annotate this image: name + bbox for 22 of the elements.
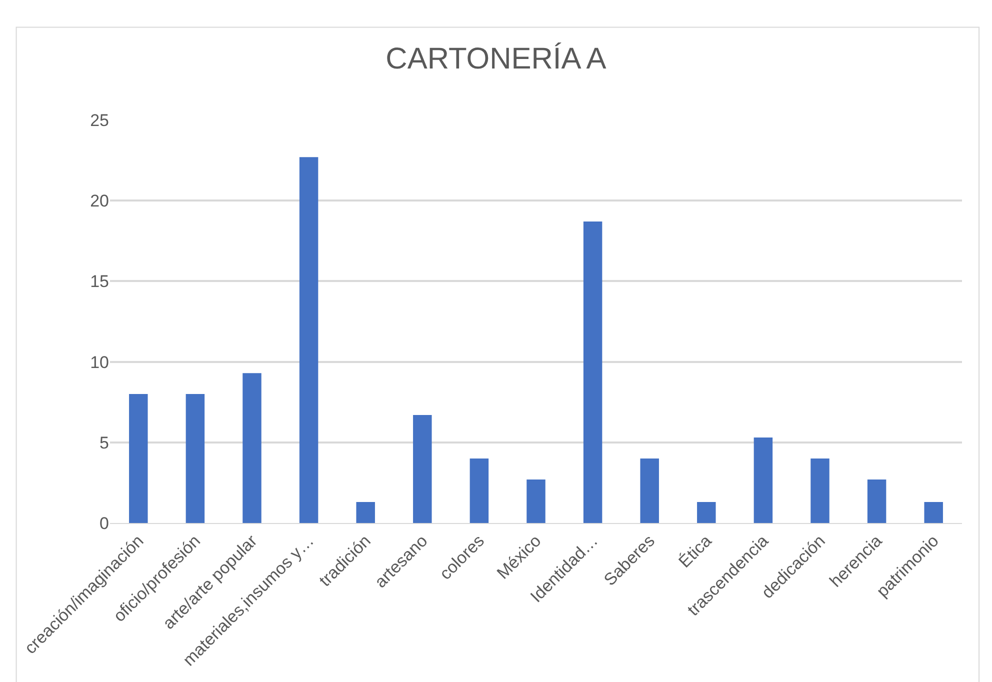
bar xyxy=(754,438,773,523)
bar xyxy=(924,502,943,523)
bar xyxy=(526,479,546,523)
bar xyxy=(583,222,602,523)
y-tick-label: 10 xyxy=(90,352,109,372)
bar xyxy=(242,373,262,523)
bar xyxy=(470,458,489,523)
bar xyxy=(129,394,148,523)
bar xyxy=(810,458,830,523)
bar xyxy=(413,415,432,523)
bar xyxy=(867,479,886,523)
y-tick-label: 15 xyxy=(90,272,109,292)
y-tick-label: 20 xyxy=(90,192,109,211)
bar xyxy=(697,502,716,523)
y-tick-label: 0 xyxy=(100,514,109,533)
bar xyxy=(356,502,375,523)
y-tick-label: 5 xyxy=(100,433,109,452)
chart-title: CARTONERÍA A xyxy=(386,42,606,76)
bar xyxy=(299,157,318,523)
y-tick-label: 25 xyxy=(90,110,109,130)
bar xyxy=(640,458,659,523)
bar xyxy=(186,394,205,523)
